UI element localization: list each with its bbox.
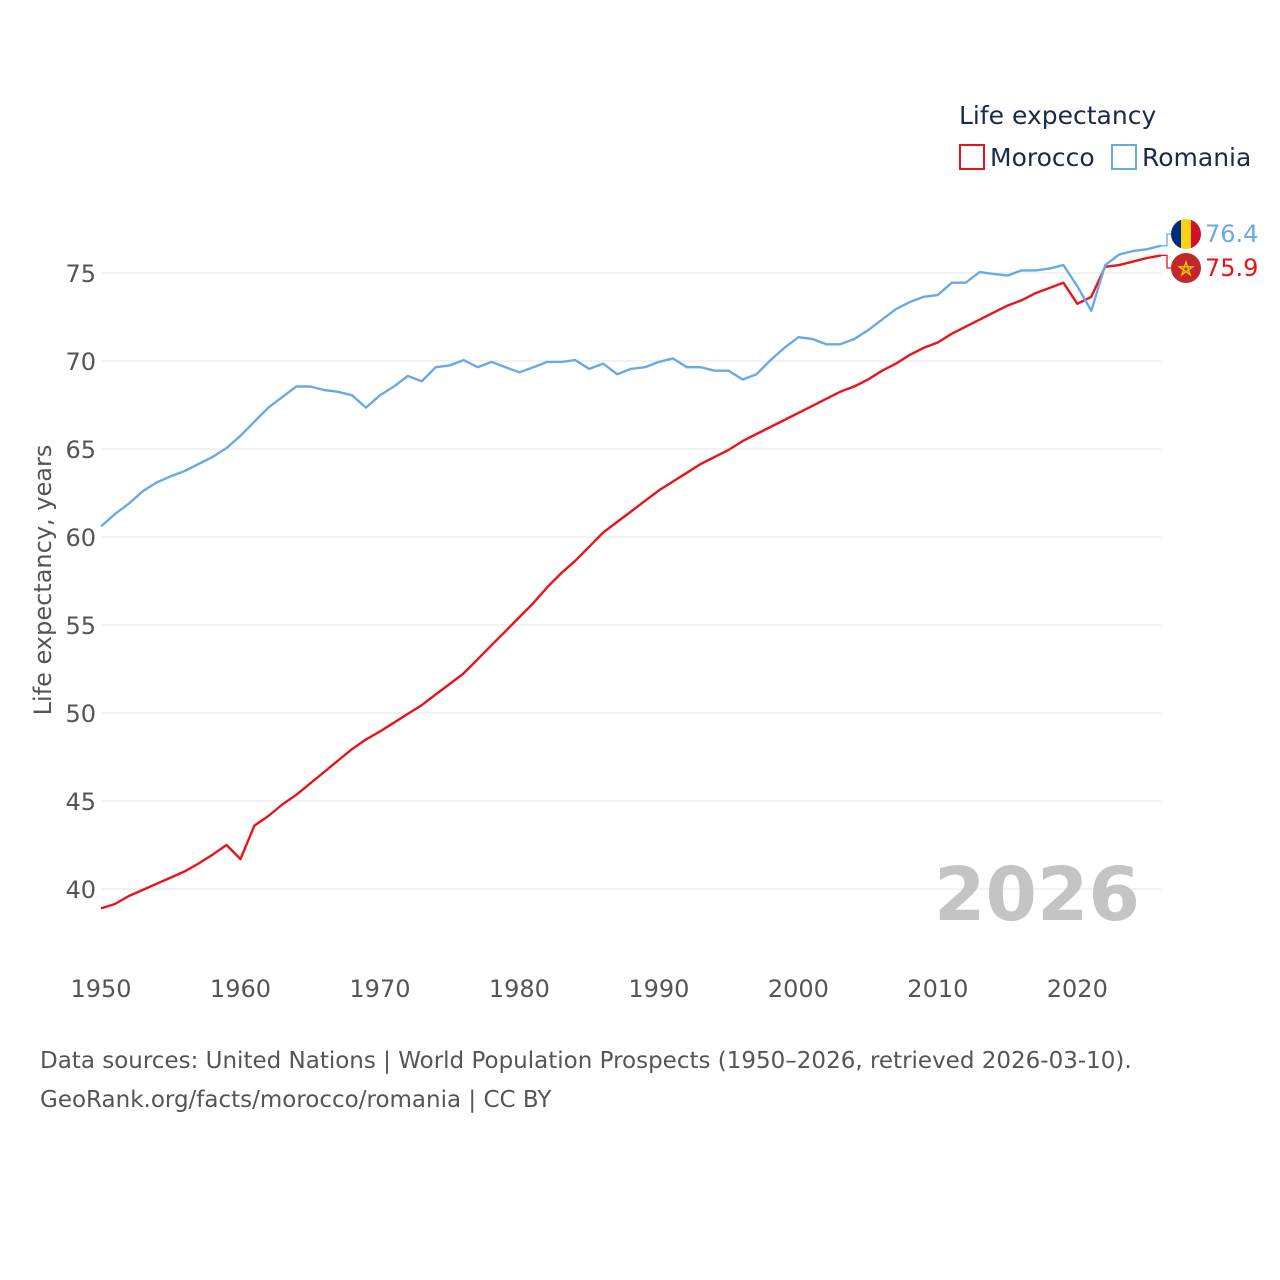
y-tick-label-40: 40 <box>65 876 96 904</box>
y-axis-ticks: 40 45 50 55 60 65 70 75 <box>65 260 96 904</box>
credit-link[interactable]: GeoRank.org/facts/morocco/romania | CC B… <box>40 1087 552 1113</box>
legend-item-romania[interactable]: Romania <box>1111 143 1251 172</box>
romania-flag-icon <box>1171 219 1201 249</box>
end-value-label-romania: 76.4 <box>1205 220 1258 248</box>
series-line-romania <box>100 244 1162 528</box>
x-tick-label-1990: 1990 <box>628 975 689 1003</box>
x-tick-label-2000: 2000 <box>768 975 829 1003</box>
y-tick-label-45: 45 <box>65 788 96 816</box>
series-lines <box>100 244 1162 910</box>
x-tick-label-1950: 1950 <box>70 975 131 1003</box>
legend-swatch-romania <box>1111 144 1137 170</box>
x-tick-label-1960: 1960 <box>210 975 271 1003</box>
y-tick-label-55: 55 <box>65 612 96 640</box>
legend-item-morocco[interactable]: Morocco <box>959 143 1095 172</box>
series-end-labels: 75.9 76.4 <box>1161 219 1258 283</box>
y-tick-label-50: 50 <box>65 700 96 728</box>
y-tick-label-75: 75 <box>65 260 96 288</box>
morocco-flag-icon <box>1171 253 1201 283</box>
legend-label-morocco: Morocco <box>990 143 1095 172</box>
y-tick-label-70: 70 <box>65 348 96 376</box>
source-footer: Data sources: United Nations | World Pop… <box>40 1042 1132 1120</box>
legend-swatch-morocco <box>959 144 985 170</box>
x-tick-label-1980: 1980 <box>489 975 550 1003</box>
x-tick-label-2010: 2010 <box>907 975 968 1003</box>
gridlines <box>101 272 1161 890</box>
y-axis-label: Life expectancy, years <box>29 445 57 716</box>
legend-title: Life expectancy <box>959 101 1156 130</box>
y-tick-label-60: 60 <box>65 524 96 552</box>
line-chart: 40 45 50 55 60 65 70 75 1950 1960 1970 1980 1990 200… <box>29 101 1258 1003</box>
data-source-text: Data sources: United Nations | World Pop… <box>40 1048 1132 1074</box>
end-value-label-morocco: 75.9 <box>1205 254 1258 282</box>
end-connector-romania <box>1161 233 1173 247</box>
x-tick-label-2020: 2020 <box>1047 975 1108 1003</box>
end-connector-morocco <box>1161 254 1173 269</box>
x-axis-ticks: 1950 1960 1970 1980 1990 2000 2010 2020 <box>70 975 1107 1003</box>
legend-label-romania: Romania <box>1142 143 1251 172</box>
current-year-label: 2026 <box>934 852 1140 938</box>
series-line-morocco <box>100 254 1162 910</box>
x-tick-label-1970: 1970 <box>349 975 410 1003</box>
y-tick-label-65: 65 <box>65 436 96 464</box>
